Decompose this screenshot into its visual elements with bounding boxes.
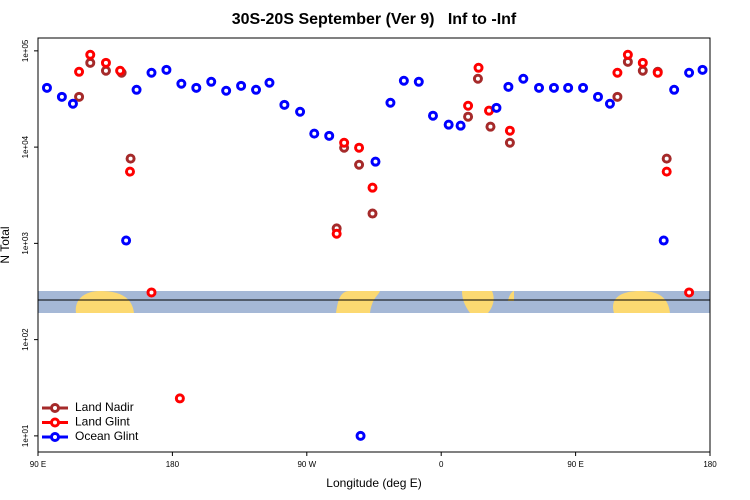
point — [684, 67, 695, 78]
point — [504, 125, 515, 136]
y-tick-label: 1e+04 — [21, 135, 30, 158]
point — [612, 91, 623, 102]
point — [427, 110, 438, 121]
point — [251, 84, 262, 95]
point — [504, 137, 515, 148]
point — [74, 66, 85, 77]
point — [131, 84, 142, 95]
point — [534, 82, 545, 93]
point — [443, 119, 454, 130]
point — [661, 166, 672, 177]
chart-title: 30S-20S September (Ver 9) Inf to -Inf — [232, 11, 517, 28]
point — [637, 65, 648, 76]
point — [485, 121, 496, 132]
point — [661, 153, 672, 164]
point — [518, 73, 529, 84]
point — [354, 142, 365, 153]
x-tick-label: 180 — [703, 460, 717, 469]
point — [622, 49, 633, 60]
point — [697, 64, 708, 75]
point — [339, 137, 350, 148]
point — [221, 85, 232, 96]
point — [309, 128, 320, 139]
x-tick-label: 180 — [166, 460, 180, 469]
point — [472, 73, 483, 84]
point — [74, 91, 85, 102]
point — [176, 78, 187, 89]
point — [398, 75, 409, 86]
point — [669, 84, 680, 95]
point — [124, 166, 135, 177]
legend-label: Land Nadir — [75, 400, 134, 414]
y-tick-label: 1e+01 — [21, 424, 30, 447]
point — [491, 102, 502, 113]
map-strip — [38, 291, 710, 313]
point — [206, 76, 217, 87]
point — [503, 81, 514, 92]
legend-marker — [50, 403, 60, 413]
point — [264, 77, 275, 88]
y-tick-label: 1e+05 — [21, 39, 30, 62]
point — [56, 91, 67, 102]
point — [385, 97, 396, 108]
point — [115, 65, 126, 76]
point — [463, 111, 474, 122]
point — [483, 105, 494, 116]
point — [67, 98, 78, 109]
x-tick-label: 0 — [439, 460, 444, 469]
point — [85, 49, 96, 60]
point — [563, 82, 574, 93]
point — [161, 64, 172, 75]
point — [578, 82, 589, 93]
plot-frame — [37, 37, 711, 453]
point — [684, 287, 695, 298]
point — [604, 98, 615, 109]
point — [658, 235, 669, 246]
point — [236, 80, 247, 91]
x-tick-label: 90 W — [297, 460, 316, 469]
legend-label: Land Glint — [75, 415, 130, 429]
point — [174, 393, 185, 404]
y-axis-label: N Total — [0, 226, 12, 263]
point — [370, 156, 381, 167]
point — [85, 57, 96, 68]
point — [612, 67, 623, 78]
point — [146, 287, 157, 298]
x-tick-label: 90 E — [567, 460, 583, 469]
x-axis-label: Longitude (deg E) — [326, 476, 421, 490]
point — [473, 62, 484, 73]
point — [324, 130, 335, 141]
x-tick-label: 90 E — [30, 460, 46, 469]
point — [121, 235, 132, 246]
point — [548, 82, 559, 93]
point — [295, 106, 306, 117]
point — [331, 228, 342, 239]
point — [455, 120, 466, 131]
y-tick-label: 1e+03 — [21, 232, 30, 255]
y-tick-label: 1e+02 — [21, 328, 30, 351]
legend-marker — [50, 417, 60, 428]
point — [146, 67, 157, 78]
point — [354, 159, 365, 170]
point — [279, 99, 290, 110]
point — [637, 57, 648, 68]
point — [593, 91, 603, 102]
point — [367, 208, 378, 219]
point — [367, 182, 378, 193]
point — [125, 153, 136, 164]
point — [191, 82, 202, 93]
point — [413, 76, 424, 87]
point — [41, 82, 52, 93]
legend-marker — [50, 432, 60, 442]
point — [100, 57, 111, 68]
point — [100, 65, 111, 76]
point — [355, 430, 366, 441]
legend-label: Ocean Glint — [75, 429, 139, 443]
point — [652, 67, 663, 78]
point — [463, 100, 474, 111]
